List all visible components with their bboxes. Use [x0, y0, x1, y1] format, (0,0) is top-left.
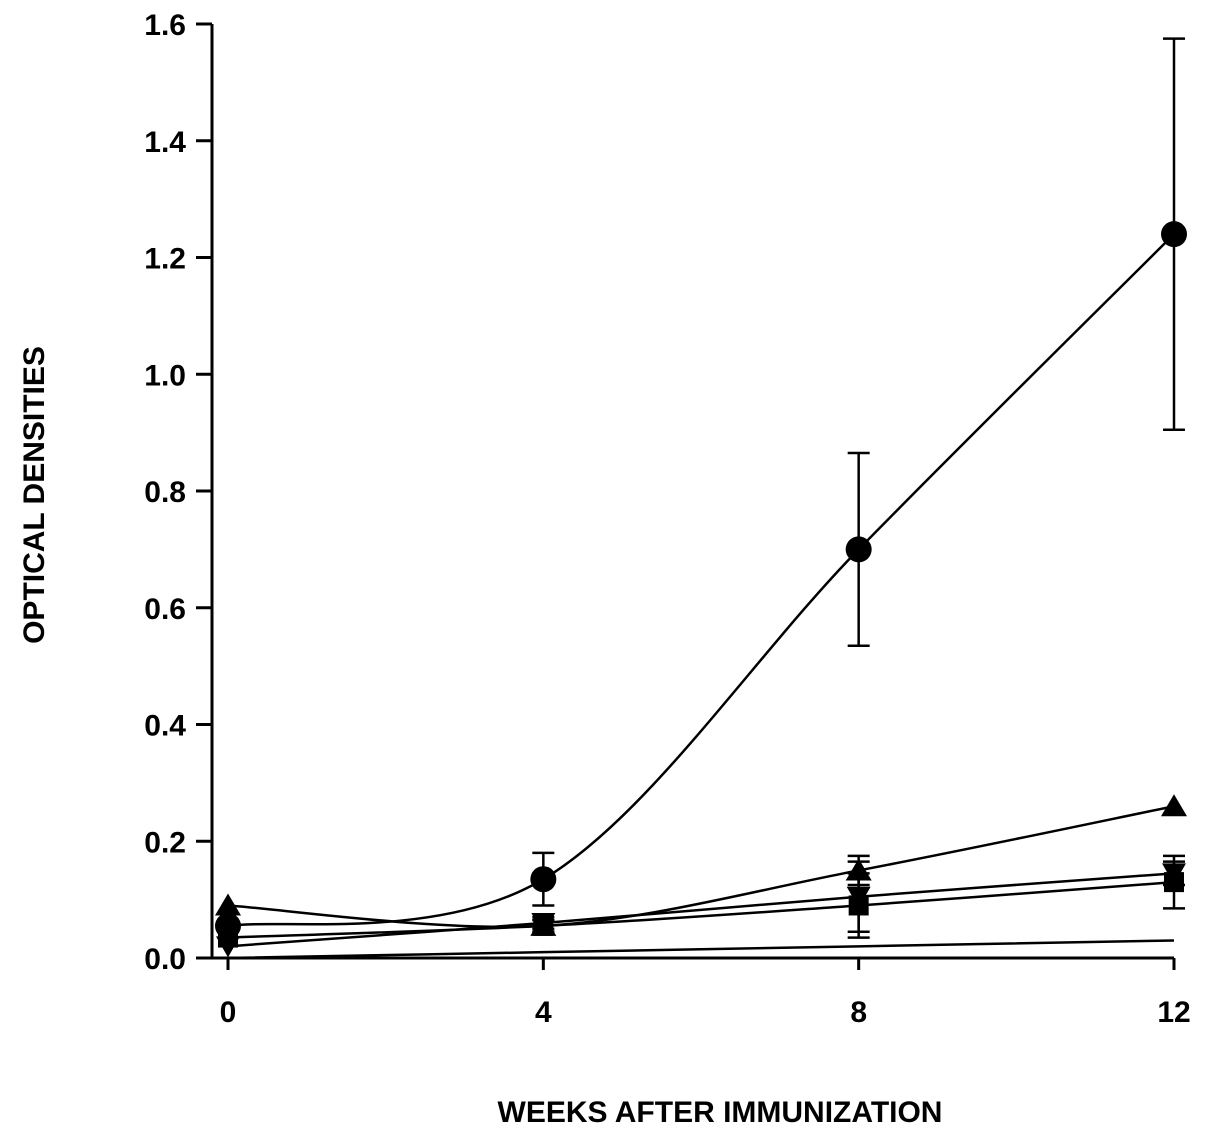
series-line: [227, 939, 1175, 960]
y-tick-label: 0.4: [144, 710, 186, 743]
axes: 0.0 0.2 0.4 0.6 0.8 1.0 1.2 1.4 1.6 0 4 8 12: [144, 9, 1190, 1029]
x-tick-label: 8: [850, 996, 867, 1029]
series-4: [216, 860, 1186, 958]
y-tick-label: 1.0: [144, 359, 186, 392]
data-point-triangle: [1161, 794, 1187, 817]
series-5: [227, 939, 1175, 960]
data-point-circle: [530, 866, 557, 893]
series-line: [227, 805, 1175, 929]
series-line: [227, 880, 1175, 939]
data-point-inverted-triangle: [216, 936, 240, 958]
series-line: [227, 872, 1175, 948]
x-axis-title: WEEKS AFTER IMMUNIZATION: [498, 1096, 943, 1129]
data-point-circle: [1161, 221, 1187, 248]
data-point-inverted-triangle: [531, 912, 556, 934]
y-tick-label: 1.4: [144, 126, 186, 159]
y-axis-title: OPTICAL DENSITIES: [18, 346, 51, 644]
y-tick-label: 0.6: [144, 593, 186, 626]
data-point-triangle: [215, 893, 241, 916]
series-line: [227, 233, 1175, 928]
data-point-circle: [845, 536, 872, 563]
y-tick-label: 1.6: [144, 9, 186, 42]
y-tick-label: 1.2: [144, 243, 186, 276]
x-tick-label: 4: [535, 996, 552, 1029]
data-point-inverted-triangle: [846, 886, 871, 908]
series-3: [218, 854, 1185, 948]
series-1: [215, 37, 1187, 939]
y-tick-label: 0.2: [144, 826, 186, 859]
x-tick-label: 0: [220, 996, 237, 1029]
series-2: [215, 794, 1187, 936]
series-layer: [215, 37, 1187, 960]
y-tick-label: 0.8: [144, 476, 186, 509]
y-tick-label: 0.0: [144, 943, 186, 976]
data-point-inverted-triangle: [1162, 863, 1186, 885]
x-tick-label: 12: [1157, 996, 1190, 1029]
